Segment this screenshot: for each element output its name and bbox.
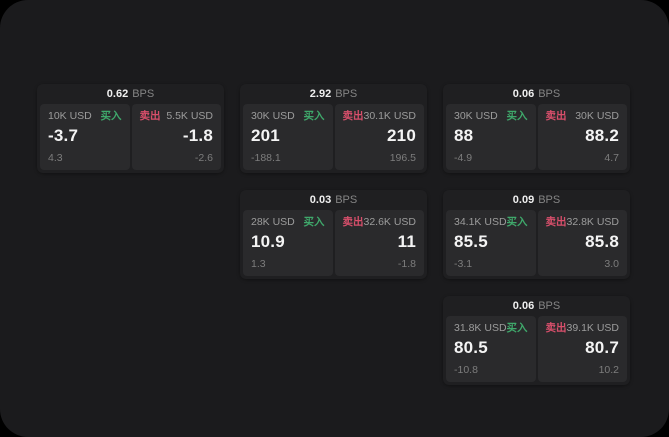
- sell-amount: 32.6K USD: [363, 216, 417, 228]
- sell-side-label: 卖出: [545, 216, 567, 228]
- sell-panel[interactable]: 卖出 5.5K USD -1.8 -2.6: [131, 104, 221, 170]
- buy-delta: -3.1: [454, 258, 473, 270]
- buy-delta: -188.1: [251, 152, 281, 164]
- quote-card: 0.06 BPS 31.8K USD 买入 80.5 -10.8 卖出 39.1…: [443, 296, 630, 385]
- sell-price: 80.7: [585, 338, 619, 357]
- sell-amount: 39.1K USD: [566, 322, 620, 334]
- bps-value: 0.62: [106, 88, 129, 100]
- bps-unit-label: BPS: [538, 194, 561, 206]
- sell-side-label: 卖出: [139, 110, 161, 122]
- bps-header: 0.06 BPS: [446, 296, 627, 316]
- buy-side-label: 买入: [303, 216, 325, 228]
- sell-delta: -2.6: [194, 152, 213, 164]
- bps-value: 0.06: [512, 300, 535, 312]
- quote-card: 0.03 BPS 28K USD 买入 10.9 1.3 卖出 32.6K US…: [240, 190, 427, 279]
- buy-price: 10.9: [251, 232, 285, 251]
- buy-price: 201: [251, 126, 280, 145]
- buy-panel[interactable]: 30K USD 买入 201 -188.1: [243, 104, 333, 170]
- sell-side-label: 卖出: [545, 110, 567, 122]
- sell-price: -1.8: [182, 126, 213, 145]
- buy-price: 85.5: [454, 232, 488, 251]
- bps-unit-label: BPS: [335, 88, 358, 100]
- buy-side-label: 买入: [506, 216, 528, 228]
- bps-header: 2.92 BPS: [243, 84, 424, 104]
- sell-amount: 5.5K USD: [166, 110, 213, 122]
- buy-amount: 28K USD: [251, 216, 295, 228]
- buy-amount: 10K USD: [48, 110, 92, 122]
- buy-price: 80.5: [454, 338, 488, 357]
- buy-amount: 30K USD: [251, 110, 295, 122]
- buy-amount: 30K USD: [454, 110, 498, 122]
- bps-header: 0.62 BPS: [40, 84, 221, 104]
- buy-delta: 4.3: [48, 152, 63, 164]
- sell-delta: 196.5: [389, 152, 416, 164]
- bps-value: 0.03: [309, 194, 332, 206]
- sell-panel[interactable]: 卖出 30K USD 88.2 4.7: [537, 104, 627, 170]
- sell-price: 88.2: [585, 126, 619, 145]
- sell-price: 11: [397, 232, 416, 251]
- bps-header: 0.06 BPS: [446, 84, 627, 104]
- buy-side-label: 买入: [303, 110, 325, 122]
- quote-card: 0.62 BPS 10K USD 买入 -3.7 4.3 卖出 5.5K USD: [37, 84, 224, 173]
- bps-unit-label: BPS: [132, 88, 155, 100]
- buy-delta: -10.8: [454, 364, 478, 376]
- sell-delta: -1.8: [397, 258, 416, 270]
- bps-unit-label: BPS: [335, 194, 358, 206]
- bps-header: 0.09 BPS: [446, 190, 627, 210]
- bps-header: 0.03 BPS: [243, 190, 424, 210]
- sell-panel[interactable]: 卖出 32.6K USD 11 -1.8: [334, 210, 424, 276]
- sell-amount: 30.1K USD: [363, 110, 417, 122]
- bps-value: 0.06: [512, 88, 535, 100]
- buy-side-label: 买入: [506, 322, 528, 334]
- sell-amount: 32.8K USD: [566, 216, 620, 228]
- buy-panel[interactable]: 30K USD 买入 88 -4.9: [446, 104, 536, 170]
- buy-amount: 31.8K USD: [454, 322, 507, 334]
- buy-panel[interactable]: 10K USD 买入 -3.7 4.3: [40, 104, 130, 170]
- buy-delta: -4.9: [454, 152, 473, 164]
- sell-panel[interactable]: 卖出 39.1K USD 80.7 10.2: [537, 316, 627, 382]
- sell-side-label: 卖出: [342, 110, 364, 122]
- sell-side-label: 卖出: [342, 216, 364, 228]
- buy-panel[interactable]: 28K USD 买入 10.9 1.3: [243, 210, 333, 276]
- buy-price: 88: [454, 126, 474, 145]
- sell-price: 210: [387, 126, 416, 145]
- buy-side-label: 买入: [100, 110, 122, 122]
- bps-unit-label: BPS: [538, 88, 561, 100]
- bps-unit-label: BPS: [538, 300, 561, 312]
- quote-card: 0.06 BPS 30K USD 买入 88 -4.9 卖出 30K USD: [443, 84, 630, 173]
- bps-value: 0.09: [512, 194, 535, 206]
- sell-panel[interactable]: 卖出 32.8K USD 85.8 3.0: [537, 210, 627, 276]
- sell-side-label: 卖出: [545, 322, 567, 334]
- sell-delta: 3.0: [604, 258, 619, 270]
- sell-delta: 4.7: [604, 152, 619, 164]
- buy-side-label: 买入: [506, 110, 528, 122]
- buy-price: -3.7: [48, 126, 79, 145]
- buy-panel[interactable]: 31.8K USD 买入 80.5 -10.8: [446, 316, 536, 382]
- sell-amount: 30K USD: [575, 110, 619, 122]
- buy-amount: 34.1K USD: [454, 216, 507, 228]
- bps-value: 2.92: [309, 88, 332, 100]
- sell-panel[interactable]: 卖出 30.1K USD 210 196.5: [334, 104, 424, 170]
- buy-delta: 1.3: [251, 258, 266, 270]
- sell-price: 85.8: [585, 232, 619, 251]
- sell-delta: 10.2: [598, 364, 619, 376]
- quote-card: 0.09 BPS 34.1K USD 买入 85.5 -3.1 卖出 32.8K…: [443, 190, 630, 279]
- quote-card: 2.92 BPS 30K USD 买入 201 -188.1 卖出 30.1K …: [240, 84, 427, 173]
- buy-panel[interactable]: 34.1K USD 买入 85.5 -3.1: [446, 210, 536, 276]
- quote-grid: 0.62 BPS 10K USD 买入 -3.7 4.3 卖出 5.5K USD: [37, 84, 630, 385]
